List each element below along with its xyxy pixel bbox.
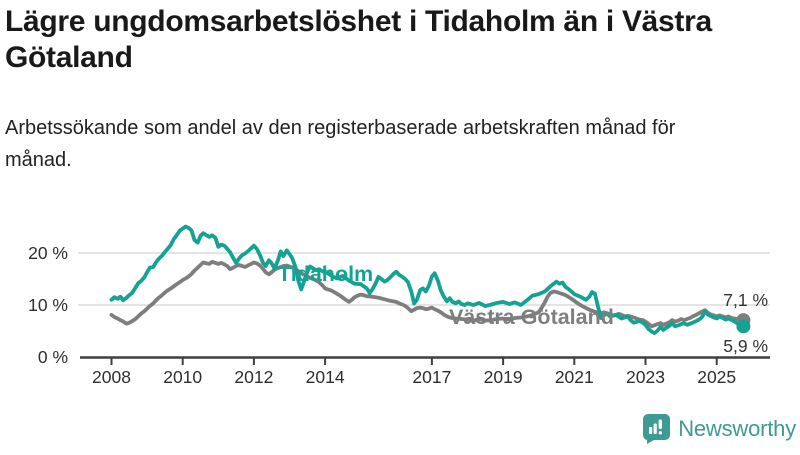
vastra-gotaland-series-label: Västra Götaland	[449, 305, 614, 329]
x-tick-label: 2014	[306, 367, 345, 387]
x-tick-label: 2008	[92, 367, 131, 387]
y-tick-label: 20 %	[28, 243, 68, 263]
vastra-gotaland-end-value-label: 7,1 %	[723, 290, 768, 310]
x-tick-label: 2010	[163, 367, 202, 387]
x-tick-label: 2023	[626, 367, 665, 387]
page-title: Lägre ungdomsarbetslöshet i Tidaholm än …	[5, 5, 712, 74]
tidaholm-end-value-label: 5,9 %	[723, 336, 768, 356]
x-tick-label: 2019	[484, 367, 523, 387]
y-tick-label: 0 %	[38, 347, 68, 367]
brand-name: Newsworthy	[678, 415, 796, 441]
chart-bubble-icon	[643, 414, 671, 444]
vastra-gotaland-line	[109, 259, 746, 329]
x-tick-label: 2012	[234, 367, 273, 387]
chart-subtitle: Arbetssökande som andel av den registerb…	[5, 117, 676, 172]
x-tick-label: 2017	[412, 367, 451, 387]
tidaholm-series-label: Tidaholm	[278, 262, 373, 286]
y-tick-label: 10 %	[28, 295, 68, 315]
x-tick-label: 2025	[697, 367, 736, 387]
tidaholm-end-dot	[736, 319, 751, 334]
x-tick-label: 2021	[555, 367, 594, 387]
newsworthy-brand: Newsworthy	[641, 413, 796, 444]
tidaholm-line	[109, 224, 746, 336]
